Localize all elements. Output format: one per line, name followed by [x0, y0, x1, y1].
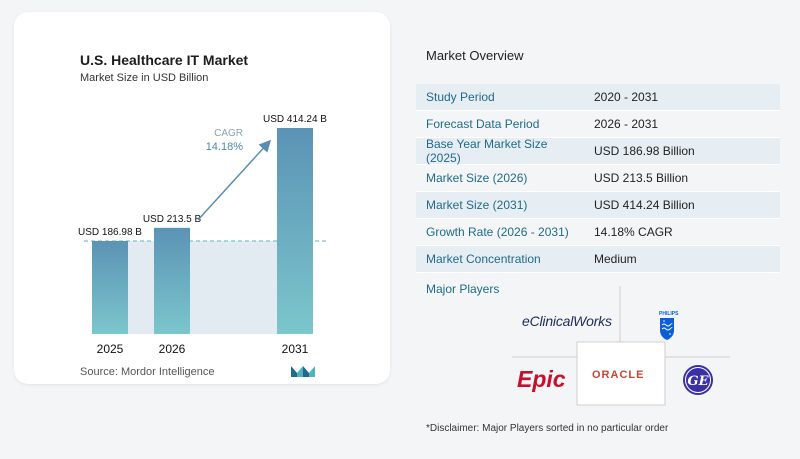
philips-wordmark: PHILIPS	[659, 311, 679, 317]
major-players-title: Major Players	[426, 282, 500, 296]
data-label-2026: USD 213.5 B	[143, 214, 202, 225]
chart-source: Source: Mordor Intelligence	[80, 366, 215, 378]
cagr-label: CAGR	[214, 128, 243, 139]
stat-value: Medium	[594, 252, 637, 266]
stat-value: USD 186.98 Billion	[594, 144, 695, 158]
oracle-logo: ORACLE	[592, 369, 645, 381]
stat-row-base-year-size: Base Year Market Size (2025) USD 186.98 …	[416, 137, 780, 165]
mordor-intelligence-logo	[291, 366, 315, 377]
stat-label: Base Year Market Size (2025)	[426, 137, 548, 165]
data-label-2031: USD 414.24 B	[263, 114, 327, 125]
epic-logo: Epic	[517, 366, 566, 392]
stat-value: 14.18% CAGR	[594, 225, 673, 239]
disclaimer: *Disclaimer: Major Players sorted in no …	[426, 423, 669, 434]
cagr-value: 14.18%	[206, 141, 244, 153]
stat-label: Market Size (2026)	[426, 171, 528, 185]
stat-value: 2026 - 2031	[594, 117, 659, 131]
bar-2026	[154, 227, 190, 334]
stat-label: Forecast Data Period	[426, 117, 540, 131]
ge-wordmark: GE	[687, 374, 709, 389]
tick-label-2025: 2025	[97, 342, 124, 356]
overview-title: Market Overview	[426, 48, 524, 63]
stat-row-study-period: Study Period 2020 - 2031	[416, 84, 780, 111]
chart-subtitle: Market Size in USD Billion	[80, 72, 209, 84]
tick-label-2031: 2031	[282, 342, 309, 356]
stat-label: Market Concentration	[426, 252, 541, 266]
cagr-arrow	[197, 139, 272, 221]
players-grid-lines: PHILIPS GE	[512, 286, 730, 406]
stat-label: Study Period	[426, 90, 495, 104]
bar-chart: USD 186.98 B 2025 USD 213.5 B 2026 USD 414.2…	[78, 114, 327, 356]
chart-title: U.S. Healthcare IT Market	[80, 52, 249, 68]
stat-value: 2020 - 2031	[594, 90, 659, 104]
stat-row-concentration: Market Concentration Medium	[416, 246, 780, 273]
stat-row-growth-rate: Growth Rate (2026 - 2031) 14.18% CAGR	[416, 219, 780, 246]
stat-value: USD 414.24 Billion	[594, 198, 695, 212]
stat-label: Growth Rate (2026 - 2031)	[426, 225, 569, 239]
philips-logo: PHILIPS	[659, 311, 679, 340]
market-overview-panel: Market Overview Study Period 2020 - 2031…	[416, 0, 800, 459]
chart-card: U.S. Healthcare IT Market Market Size in…	[14, 12, 390, 384]
eclinicalworks-logo: eClinicalWorks	[522, 313, 612, 329]
tick-label-2026: 2026	[159, 342, 186, 356]
stat-row-forecast-period: Forecast Data Period 2026 - 2031	[416, 111, 780, 138]
data-label-2025: USD 186.98 B	[78, 227, 142, 238]
baseline-area	[92, 241, 313, 334]
stat-label: Market Size (2031)	[426, 198, 528, 212]
bar-2025	[92, 241, 128, 334]
stat-value: USD 213.5 Billion	[594, 171, 689, 185]
stats-table: Study Period 2020 - 2031 Forecast Data P…	[416, 84, 780, 273]
stat-row-size-2026: Market Size (2026) USD 213.5 Billion	[416, 165, 780, 192]
bar-2031	[277, 128, 313, 334]
ge-logo: GE	[683, 365, 713, 395]
stat-row-size-2031: Market Size (2031) USD 414.24 Billion	[416, 192, 780, 219]
